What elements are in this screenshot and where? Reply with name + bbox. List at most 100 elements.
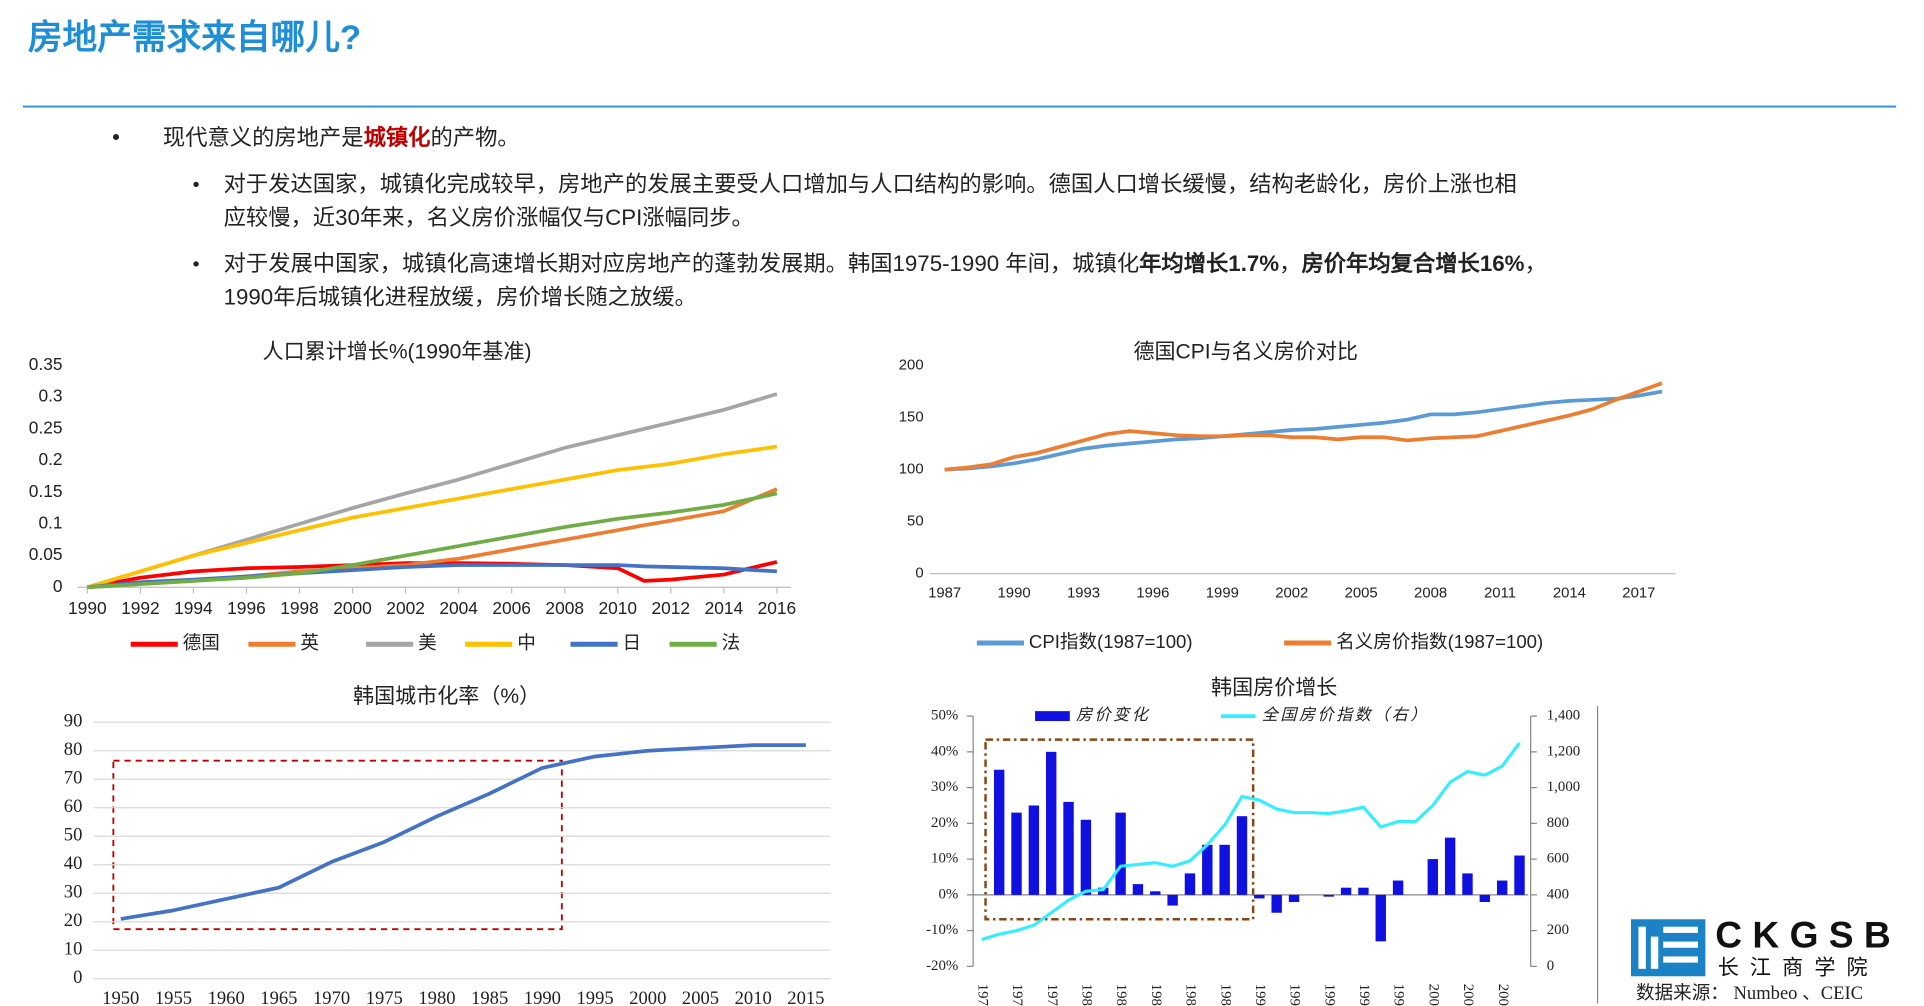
y-tick-label: 200 <box>899 357 924 373</box>
bullet-text: 现代意义的房地产是城镇化的产物。 <box>163 124 520 150</box>
x-tick-label: 2017 <box>1622 585 1655 601</box>
bar <box>993 769 1005 895</box>
y-tick-label: 0 <box>73 967 82 988</box>
x-tick-label: 1999 <box>1206 585 1239 601</box>
bar <box>1045 751 1057 895</box>
text-run: 的产物。 <box>430 125 519 150</box>
bar <box>1080 819 1092 895</box>
x-tick-label: 1989 <box>1217 984 1233 1006</box>
legend-label: 房价变化 <box>1076 706 1150 724</box>
bullet-dot: • <box>193 253 200 275</box>
y-tick-label: 50 <box>64 825 83 846</box>
x-tick-label: 2014 <box>1553 585 1586 601</box>
x-tick-label: 1996 <box>1136 585 1169 601</box>
x-tick-label: 1955 <box>155 988 192 1006</box>
bar <box>1132 884 1144 895</box>
y-tick-label: 10 <box>64 939 83 960</box>
y-tick-label: 20% <box>931 815 958 831</box>
y-tick-label: 0.3 <box>38 386 62 406</box>
bar <box>1462 873 1473 895</box>
x-tick-label: 1987 <box>928 585 961 601</box>
bar <box>1115 812 1126 895</box>
x-tick-label: 2000 <box>629 988 666 1006</box>
bar <box>1496 880 1508 895</box>
x-tick-label: 1970 <box>313 988 350 1006</box>
bar <box>1427 859 1438 895</box>
bar <box>1184 873 1196 895</box>
legend-swatch <box>1035 711 1070 722</box>
y-tick-label: 150 <box>899 409 924 425</box>
x-tick-label: 1993 <box>1287 984 1303 1006</box>
data-line <box>87 563 778 590</box>
x-tick-label: 1950 <box>102 988 139 1006</box>
x-tick-label: 1980 <box>418 988 455 1006</box>
y-tick-label: 30 <box>64 882 83 903</box>
text-run: 房价年均复合增长16% <box>1301 250 1524 276</box>
y-tick-label: 40% <box>931 743 958 759</box>
x-tick-label: 1965 <box>260 988 297 1006</box>
legend-label: 德国 <box>183 632 220 653</box>
y-tick-label: 0 <box>53 576 63 596</box>
bar <box>1444 837 1456 895</box>
bar <box>1202 844 1213 895</box>
x-tick-label: 2012 <box>652 598 691 618</box>
x-tick-label: 1985 <box>471 988 508 1006</box>
y-tick-label: 30% <box>931 779 958 795</box>
text-run: 现代意义的房地产是 <box>163 125 364 150</box>
y-tick-label: 100 <box>899 461 924 477</box>
x-tick-label: 1993 <box>1067 585 1100 601</box>
bar <box>1236 816 1248 895</box>
highlight-box <box>984 738 1255 921</box>
x-tick-label: 1999 <box>1391 984 1407 1006</box>
bar <box>1340 887 1352 895</box>
text-run: 对于发展中国家，城镇化高速增长期对应房地产的蓬勃发展期。韩国1975-1990 … <box>224 251 1140 276</box>
y-tick-label: 20 <box>64 910 83 931</box>
bar <box>1098 887 1109 895</box>
y-tick-label: 0 <box>915 566 923 582</box>
bar <box>1514 855 1525 895</box>
x-tick-label: 2002 <box>386 598 425 618</box>
x-tick-label: 2014 <box>705 598 744 618</box>
legend-label: 日 <box>623 632 642 653</box>
x-tick-label: 2005 <box>1495 984 1511 1006</box>
x-tick-label: 1983 <box>1113 984 1129 1006</box>
x-tick-label: 1995 <box>1321 984 1337 1006</box>
y2-tick-label: 0 <box>1547 958 1554 974</box>
bullet-dot: • <box>193 174 200 196</box>
y2-tick-label: 1,000 <box>1547 779 1580 795</box>
x-tick-label: 1979 <box>1044 984 1060 1006</box>
bullet-text: 应较慢，近30年来，名义房价涨幅仅与CPI涨幅同步。 <box>224 205 754 230</box>
x-tick-label: 2000 <box>333 598 372 618</box>
x-tick-label: 1992 <box>121 598 160 618</box>
bar <box>1219 844 1230 895</box>
text-run: ， <box>1279 251 1301 276</box>
bar <box>1011 812 1022 895</box>
text-run: ， <box>1524 251 1546 276</box>
bullet-text: 对于发展中国家，城镇化高速增长期对应房地产的蓬勃发展期。韩国1975-1990 … <box>224 250 1547 276</box>
x-tick-label: 2010 <box>735 988 772 1006</box>
legend-label: 美 <box>418 632 437 653</box>
x-tick-label: 1998 <box>280 598 319 618</box>
legend-label: 中 <box>517 632 536 653</box>
y-tick-label: 50 <box>907 514 924 530</box>
data-line <box>120 743 806 921</box>
y2-tick-label: 1,200 <box>1547 743 1580 759</box>
logo-name: 长江商学院 <box>1718 955 1879 979</box>
y-tick-label: 10% <box>931 851 958 867</box>
x-tick-label: 2016 <box>758 598 797 618</box>
x-tick-label: 1985 <box>1148 984 1164 1006</box>
x-tick-label: 1987 <box>1183 984 1199 1006</box>
x-tick-label: 2008 <box>1414 585 1447 601</box>
chart-title: 德国CPI与名义房价对比 <box>1133 340 1358 364</box>
y-tick-label: 50% <box>931 707 958 723</box>
y2-tick-label: 400 <box>1547 886 1569 902</box>
legend-label: 全国房价指数（右） <box>1262 706 1429 724</box>
bar <box>1323 894 1334 897</box>
y-tick-label: 0.35 <box>29 354 63 374</box>
y-tick-label: 80 <box>64 739 83 760</box>
bullet-text: 对于发达国家，城镇化完成较早，房地产的发展主要受人口增加与人口结构的影响。德国人… <box>224 172 1517 197</box>
x-tick-label: 1994 <box>174 598 213 618</box>
y-tick-label: 70 <box>64 768 83 789</box>
y-tick-label: 0% <box>938 886 958 902</box>
